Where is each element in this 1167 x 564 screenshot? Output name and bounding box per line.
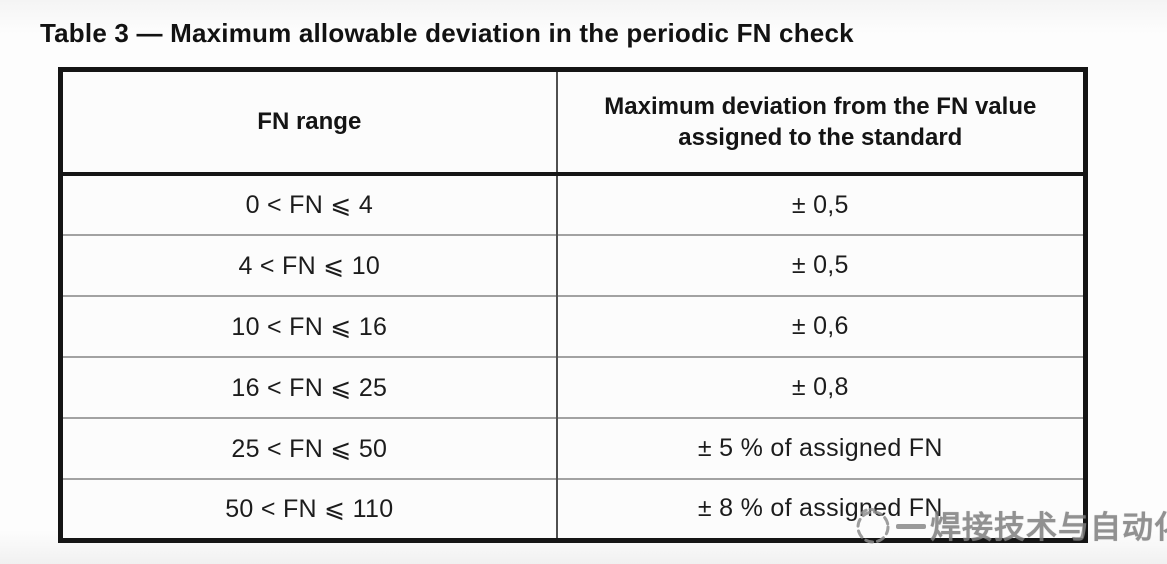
table-row: 50 < FN ⩽ 110 ± 8 % of assigned FN (60, 479, 1086, 540)
fn-range-cell: 50 < FN ⩽ 110 (60, 479, 558, 540)
deviation-cell: ± 5 % of assigned FN (697, 434, 943, 462)
table-row: 25 < FN ⩽ 50 ± 5 % of assigned FN (60, 418, 1086, 479)
fn-range-cell: 0 < FN ⩽ 4 (60, 174, 558, 235)
fn-range-cell: 25 < FN ⩽ 50 (60, 418, 558, 479)
table-row: 0 < FN ⩽ 4 ± 0,5 (60, 174, 1086, 235)
deviation-cell: ± 0,6 (791, 312, 849, 340)
deviation-cell: ± 0,5 (791, 190, 849, 219)
table-row: 16 < FN ⩽ 25 ± 0,8 (60, 357, 1086, 418)
deviation-cell: ± 8 % of assigned FN (697, 494, 943, 523)
fn-range-cell: 4 < FN ⩽ 10 (60, 235, 558, 296)
table-row: 10 < FN ⩽ 16 ± 0,6 (60, 296, 1086, 357)
deviation-cell: ± 0,8 (791, 373, 849, 401)
table-row: 4 < FN ⩽ 10 ± 0,5 (60, 235, 1086, 296)
table-caption: Table 3 — Maximum allowable deviation in… (40, 18, 854, 48)
column-header-fn-range: FN range (60, 69, 558, 174)
fn-range-cell: 10 < FN ⩽ 16 (60, 296, 558, 357)
fn-range-cell: 16 < FN ⩽ 25 (60, 357, 558, 418)
fn-deviation-table: FN range Maximum deviation from the FN v… (58, 67, 1088, 543)
table-header-row: FN range Maximum deviation from the FN v… (60, 69, 1086, 174)
deviation-cell: ± 0,5 (791, 251, 849, 279)
column-header-max-deviation: Maximum deviation from the FN value assi… (604, 92, 1037, 151)
